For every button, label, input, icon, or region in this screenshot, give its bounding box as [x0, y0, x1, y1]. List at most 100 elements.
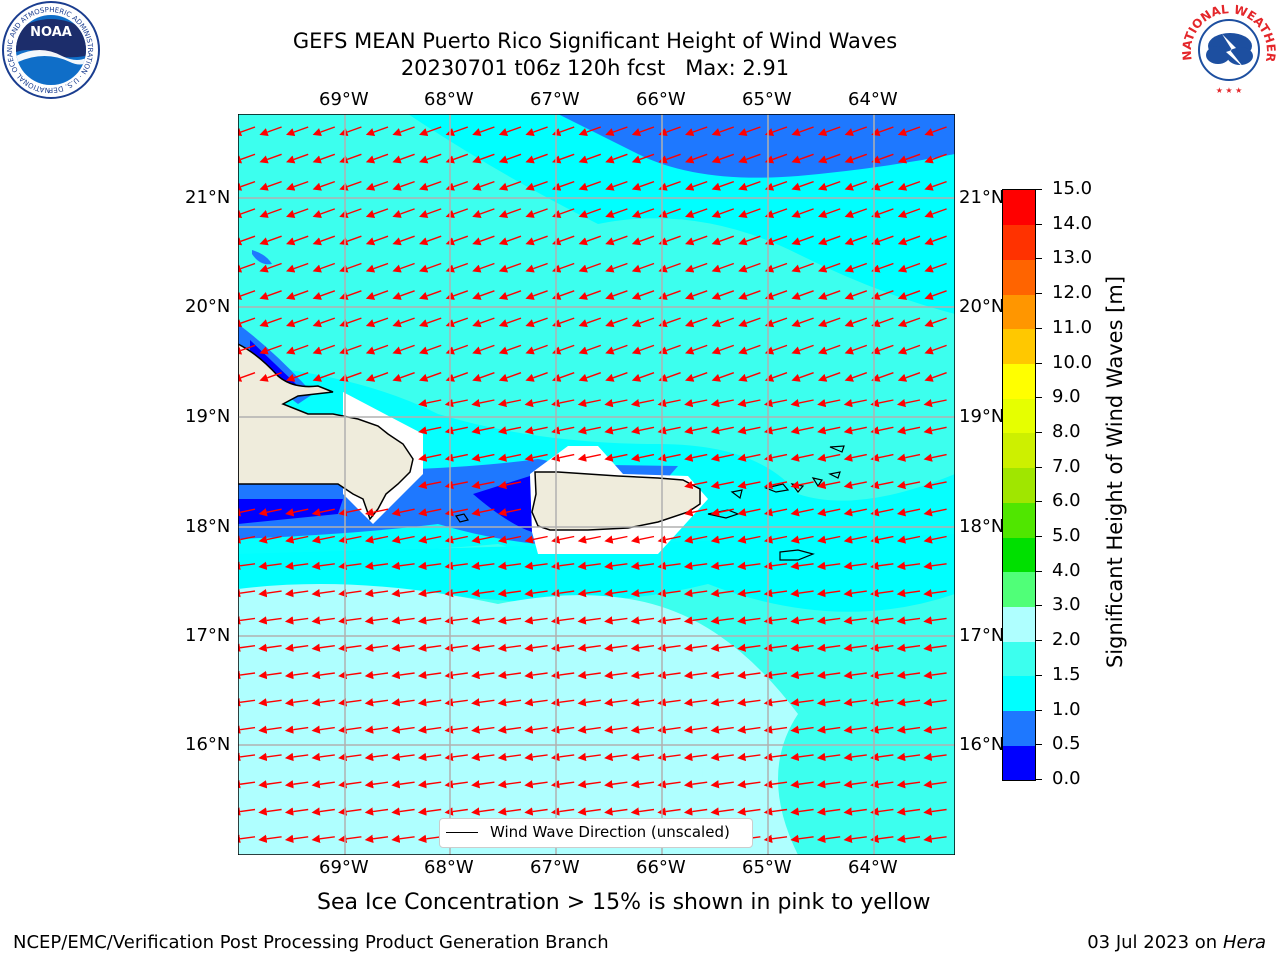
wave-direction-arrow: [417, 725, 442, 734]
wave-direction-arrow: [870, 561, 894, 571]
wave-direction-arrow: [791, 208, 814, 218]
wave-direction-arrow: [338, 752, 362, 762]
footer-machine: Hera: [1222, 932, 1266, 953]
wave-direction-arrow: [630, 643, 655, 652]
wave-direction-arrow: [844, 208, 868, 218]
wave-direction-arrow: [790, 508, 814, 517]
wave-direction-arrow: [604, 426, 628, 435]
wave-direction-arrow: [630, 670, 655, 680]
wave-direction-arrow: [711, 153, 735, 164]
wave-direction-arrow: [896, 834, 921, 844]
wave-direction-arrow: [605, 208, 628, 218]
wave-direction-arrow: [737, 752, 761, 762]
wave-direction-arrow: [896, 725, 921, 734]
wave-direction-arrow: [657, 807, 681, 816]
wave-direction-arrow: [816, 752, 841, 762]
wind-wave-vectors: [238, 126, 947, 844]
wave-direction-arrow: [497, 398, 522, 408]
wave-direction-arrow: [524, 535, 548, 544]
wave-direction-arrow: [364, 670, 389, 680]
wave-direction-arrow: [605, 180, 628, 191]
wave-direction-arrow: [339, 153, 362, 164]
wave-direction-arrow: [471, 670, 495, 680]
wave-direction-arrow: [238, 153, 256, 164]
wave-direction-arrow: [339, 372, 362, 382]
wave-direction-arrow: [419, 372, 442, 382]
wave-direction-arrow: [870, 643, 894, 652]
wave-direction-arrow: [924, 208, 947, 218]
wave-direction-arrow: [417, 616, 442, 625]
wave-direction-arrow: [552, 344, 575, 355]
wave-direction-arrow: [338, 834, 362, 844]
wave-direction-arrow: [604, 752, 628, 762]
wave-direction-arrow: [419, 126, 442, 137]
colorbar-cell: [1003, 606, 1035, 642]
wave-direction-arrow: [338, 698, 362, 707]
wave-direction-arrow: [896, 480, 921, 490]
wave-direction-arrow: [710, 670, 734, 680]
wave-direction-arrow: [763, 616, 788, 625]
wave-direction-arrow: [391, 643, 415, 652]
wave-direction-arrow: [763, 780, 788, 789]
wave-direction-arrow: [923, 780, 947, 789]
culebra: [730, 489, 743, 500]
wave-direction-arrow: [683, 807, 708, 816]
wave-direction-arrow: [605, 344, 628, 355]
wave-direction-arrow: [763, 670, 788, 680]
wave-direction-arrow: [818, 290, 841, 300]
wave-direction-arrow: [763, 834, 788, 844]
wave-direction-arrow: [445, 344, 469, 355]
wave-direction-arrow: [631, 153, 655, 164]
wave-direction-arrow: [284, 807, 309, 816]
wave-direction-arrow: [684, 480, 708, 490]
wave-direction-arrow: [338, 807, 362, 816]
wave-direction-arrow: [844, 262, 868, 273]
wave-direction-arrow: [417, 698, 442, 707]
lat-label-left: 20°N: [185, 296, 231, 317]
wave-direction-arrow: [897, 180, 921, 191]
wave-direction-arrow: [816, 616, 841, 625]
wave-direction-arrow: [286, 317, 309, 328]
wave-direction-arrow: [238, 208, 256, 218]
wave-direction-arrow: [844, 235, 868, 246]
wave-direction-arrow: [497, 752, 522, 762]
wave-direction-arrow: [843, 616, 867, 625]
wave-direction-arrow: [604, 398, 628, 408]
wave-direction-arrow: [311, 752, 335, 762]
lat-label-left: 19°N: [185, 406, 231, 427]
wave-direction-arrow: [791, 153, 814, 164]
wave-direction-arrow: [498, 372, 522, 382]
wave-direction-arrow: [737, 561, 761, 571]
wave-direction-arrow: [870, 670, 894, 680]
colorbar-cell: [1003, 259, 1035, 295]
wave-direction-arrow: [524, 643, 548, 652]
wave-direction-arrow: [657, 453, 681, 462]
wave-direction-arrow: [764, 344, 788, 355]
wave-direction-arrow: [578, 153, 602, 164]
wave-direction-arrow: [870, 780, 894, 789]
wave-direction-arrow: [577, 616, 601, 625]
wave-direction-arrow: [738, 290, 761, 300]
colorbar-tick-mark: [1036, 362, 1042, 364]
wave-direction-arrow: [391, 561, 415, 571]
wave-direction-arrow: [525, 180, 548, 191]
wave-direction-arrow: [472, 262, 495, 273]
wave-direction-arrow: [578, 235, 602, 246]
wave-direction-arrow: [471, 561, 495, 571]
wave-direction-arrow: [818, 372, 841, 382]
wave-direction-arrow: [578, 290, 602, 300]
wave-direction-arrow: [871, 235, 894, 246]
wave-direction-arrow: [238, 561, 256, 571]
wave-direction-arrow: [419, 208, 442, 218]
wave-direction-arrow: [630, 616, 655, 625]
wave-direction-arrow: [286, 262, 309, 273]
wave-direction-arrow: [258, 670, 282, 680]
wave-direction-arrow: [472, 344, 495, 355]
wave-direction-arrow: [764, 235, 788, 246]
wave-direction-arrow: [497, 616, 522, 625]
wave-direction-arrow: [657, 780, 681, 789]
colorbar-tick-mark: [1036, 640, 1042, 642]
wave-direction-arrow: [524, 780, 548, 789]
wave-direction-arrow: [896, 508, 921, 517]
wave-direction-arrow: [843, 588, 867, 598]
